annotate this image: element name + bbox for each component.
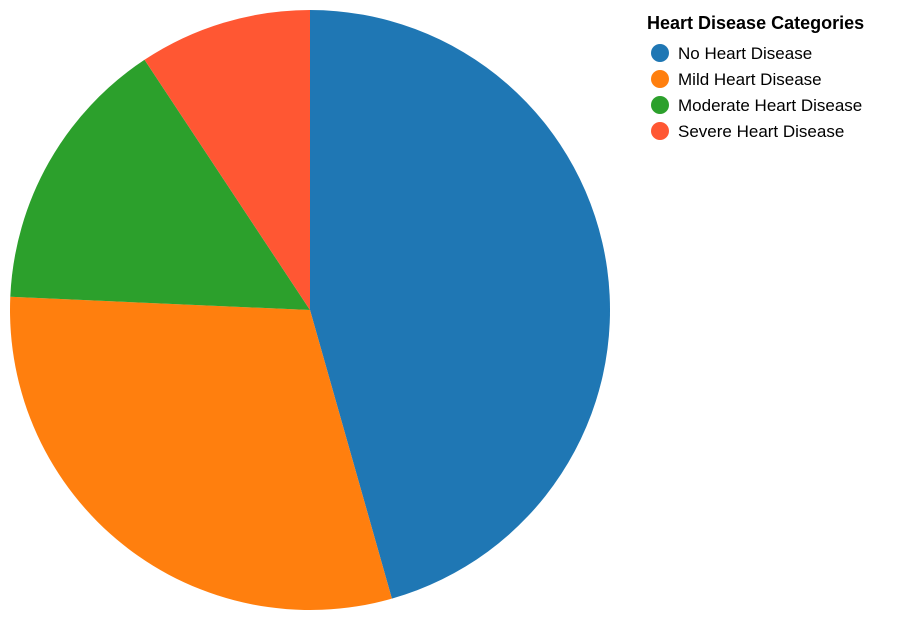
- pie-slice-mild-heart-disease: [9, 296, 392, 611]
- pie-slice-moderate-heart-disease: [10, 59, 310, 310]
- legend: Heart Disease Categories No Heart Diseas…: [647, 13, 864, 141]
- legend-label-moderate-heart-disease: Moderate Heart Disease: [678, 96, 862, 115]
- legend-swatch-mild-heart-disease: [651, 70, 669, 88]
- legend-swatch-severe-heart-disease: [651, 122, 669, 140]
- legend-label-no-heart-disease: No Heart Disease: [678, 44, 812, 63]
- pie-slice-no-heart-disease: [310, 9, 611, 599]
- legend-label-mild-heart-disease: Mild Heart Disease: [678, 70, 822, 89]
- pie-slice-severe-heart-disease: [144, 10, 310, 310]
- legend-swatch-no-heart-disease: [651, 44, 669, 62]
- pie-slices: [9, 9, 611, 611]
- legend-title: Heart Disease Categories: [647, 13, 864, 33]
- legend-swatch-moderate-heart-disease: [651, 96, 669, 114]
- legend-label-severe-heart-disease: Severe Heart Disease: [678, 122, 844, 141]
